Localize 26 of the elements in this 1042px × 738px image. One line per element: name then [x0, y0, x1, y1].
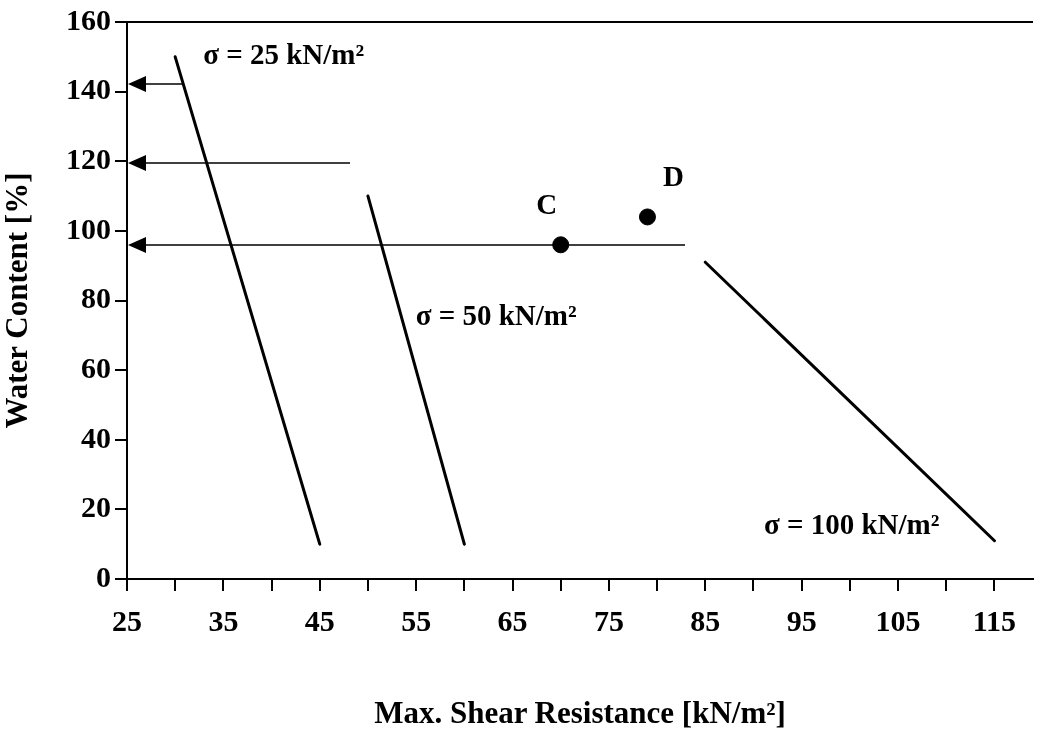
y-tick-label: 0 — [96, 559, 111, 593]
y-tick-label: 20 — [81, 490, 111, 524]
series-label: σ = 25 kN/m² — [203, 38, 365, 71]
x-tick-label: 35 — [208, 603, 239, 637]
y-tick-label: 40 — [81, 420, 111, 454]
x-tick-label: 115 — [972, 603, 1017, 637]
x-tick-label: 105 — [875, 603, 921, 637]
x-tick-label: 45 — [304, 603, 335, 637]
series-label: C — [536, 188, 558, 221]
series-label: D — [662, 160, 684, 193]
y-tick-label: 160 — [66, 2, 111, 36]
y-tick-label: 80 — [81, 281, 111, 315]
y-tick-label: 100 — [66, 211, 111, 245]
y-axis-title: Water Content [%] — [0, 172, 34, 429]
x-tick-label: 95 — [786, 603, 817, 637]
x-axis-title: Max. Shear Resistance [kN/m²] — [374, 695, 786, 731]
x-tick-label: 85 — [690, 603, 721, 637]
series-label: σ = 50 kN/m² — [415, 299, 578, 332]
y-tick-label: 120 — [66, 142, 111, 175]
x-tick-label: 25 — [112, 603, 142, 637]
x-tick-label: 65 — [497, 603, 528, 637]
x-tick-label: 75 — [593, 603, 624, 637]
y-tick-label: 140 — [66, 72, 111, 106]
x-tick-label: 55 — [401, 603, 432, 637]
y-tick-label: 60 — [81, 350, 111, 384]
series-label: σ = 100 kN/m² — [763, 508, 940, 541]
